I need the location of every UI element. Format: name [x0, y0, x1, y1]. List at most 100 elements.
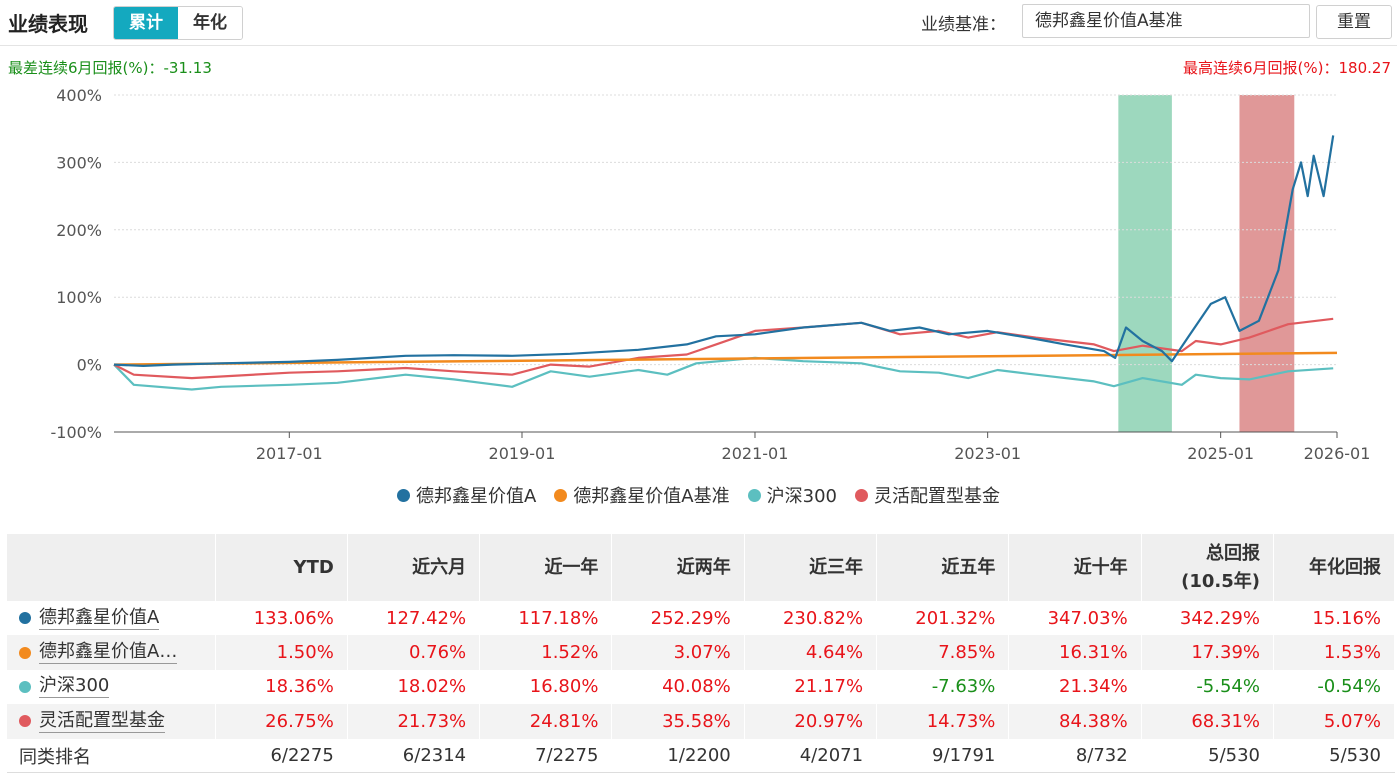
legend-dot-icon — [554, 488, 568, 502]
table-cell: 20.97% — [744, 704, 878, 739]
series-line-hs300 — [113, 356, 1334, 391]
reset-button[interactable]: 重置 — [1316, 5, 1392, 39]
header-bar: 业绩表现 累计 年化 业绩基准： 德邦鑫星价值A基准 重置 — [0, 0, 1397, 46]
table-cell: 342.29% — [1141, 601, 1275, 636]
table-cell: 133.06% — [215, 601, 348, 636]
table-cell: 252.29% — [611, 601, 745, 636]
table-cell: 117.18% — [479, 601, 613, 636]
row-name-link[interactable]: 灵活配置型基金 — [39, 709, 165, 733]
table-cell: 4.64% — [744, 635, 878, 670]
worst-6m-return: 最差连续6月回报(%)：-31.13 — [8, 57, 212, 78]
performance-table: YTD 近六月 近一年 近两年 近三年 近五年 近十年 总回报 (10.5年) 年化回报 德邦鑫星… — [7, 534, 1395, 774]
table-cell: 16.31% — [1008, 635, 1142, 670]
table-cell: 21.34% — [1008, 669, 1142, 705]
table-cell: 15.16% — [1273, 601, 1395, 636]
table-cell: 16.80% — [479, 669, 613, 705]
best-6m-return: 最高连续6月回报(%)：180.27 — [1183, 57, 1391, 78]
legend-dot-icon — [396, 488, 410, 502]
table-row: 德邦鑫星价值A… 1.50% 0.76% 1.52% 3.07% 4.64% 7.85% 16… — [7, 635, 1395, 670]
mode-toggle[interactable]: 累计 年化 — [113, 6, 243, 40]
series-line-fund — [113, 135, 1335, 367]
table-cell: 21.17% — [744, 669, 878, 705]
series-line-benchmark — [113, 351, 1338, 366]
y-tick-label: 400% — [56, 86, 102, 105]
worst-6m-value: -31.13 — [163, 59, 212, 77]
column-header: 近五年 — [876, 534, 1010, 601]
table-cell: 35.58% — [611, 704, 745, 739]
y-tick-label: 300% — [56, 153, 102, 172]
table-row: 德邦鑫星价值A 133.06% 127.42% 117.18% 252.29% 230.8… — [7, 601, 1395, 636]
column-header: 近一年 — [479, 534, 613, 601]
table-cell: 201.32% — [876, 601, 1010, 636]
legend-item[interactable]: 德邦鑫星价值A基准 — [554, 482, 730, 508]
table-cell: 1.53% — [1273, 635, 1395, 670]
worst-period-band — [1118, 95, 1172, 432]
legend-label: 德邦鑫星价值A — [415, 486, 537, 507]
table-cell: 18.02% — [347, 669, 481, 705]
table-cell: 6/2314 — [347, 738, 481, 774]
table-cell: -0.54% — [1273, 669, 1395, 705]
table-row: 沪深300 18.36% 18.02% 16.80% 40.08% 21.17% -7.63… — [7, 669, 1395, 705]
row-name-cell: 德邦鑫星价值A… — [7, 635, 216, 670]
best-6m-label: 最高连续6月回报(%)： — [1182, 59, 1339, 77]
table-cell: -7.63% — [876, 669, 1010, 705]
x-tick-label: 2023-01 — [954, 444, 1021, 463]
row-name-link[interactable]: 沪深300 — [39, 675, 110, 699]
row-name-link[interactable]: 德邦鑫星价值A… — [39, 641, 178, 665]
x-tick-label: 2019-01 — [489, 444, 556, 463]
table-cell: 4/2071 — [744, 738, 878, 774]
performance-chart: -100% 0% 100% 200% 300% 400% 2017-01 2019-01 202… — [50, 86, 1371, 463]
table-cell: 8/732 — [1008, 738, 1142, 774]
x-tick-label: 2025-01 — [1187, 444, 1254, 463]
column-header: 年化回报 — [1273, 534, 1395, 601]
table-cell: 1.52% — [479, 635, 613, 670]
best-period-band — [1239, 95, 1295, 432]
row-name-cell: 同类排名 — [7, 738, 216, 774]
column-header: YTD — [215, 534, 348, 601]
y-tick-label: 100% — [56, 288, 102, 307]
legend-label: 德邦鑫星价值A基准 — [573, 486, 730, 507]
x-tick-label: 2017-01 — [256, 444, 323, 463]
table-cell: -5.54% — [1141, 669, 1275, 705]
column-header — [7, 534, 216, 601]
chart-legend: 德邦鑫星价值A 德邦鑫星价值A基准 沪深300 灵活配置型基金 — [0, 482, 1397, 508]
legend-item[interactable]: 德邦鑫星价值A — [396, 482, 537, 508]
table-cell: 7/2275 — [479, 738, 613, 774]
worst-6m-label: 最差连续6月回报(%)： — [8, 59, 164, 77]
series-dot-icon — [19, 646, 31, 659]
legend-item[interactable]: 沪深300 — [747, 482, 837, 508]
table-cell: 68.31% — [1141, 704, 1275, 739]
table-cell: 5/530 — [1141, 738, 1275, 774]
y-tick-label: -100% — [50, 423, 102, 442]
row-name-label: 同类排名 — [19, 746, 91, 768]
table-cell: 18.36% — [215, 669, 348, 705]
x-tick-label: 2026-01 — [1304, 444, 1371, 463]
table-cell: 21.73% — [347, 704, 481, 739]
best-6m-value: 180.27 — [1338, 59, 1392, 77]
tab-cumulative[interactable]: 累计 — [114, 7, 178, 39]
row-name-link[interactable]: 德邦鑫星价值A — [39, 606, 160, 630]
row-name-cell: 德邦鑫星价值A — [7, 601, 216, 636]
legend-label: 沪深300 — [766, 486, 837, 507]
legend-label: 灵活配置型基金 — [874, 486, 1000, 507]
table-cell: 127.42% — [347, 601, 481, 636]
tab-annualized[interactable]: 年化 — [178, 7, 242, 39]
table-cell: 230.82% — [744, 601, 878, 636]
table-header-row: YTD 近六月 近一年 近两年 近三年 近五年 近十年 总回报 (10.5年) 年化回报 — [7, 534, 1395, 601]
x-tick-label: 2021-01 — [722, 444, 789, 463]
legend-item[interactable]: 灵活配置型基金 — [855, 482, 1000, 508]
column-header: 近六月 — [347, 534, 481, 601]
row-name-cell: 沪深300 — [7, 669, 216, 705]
column-header: 近十年 — [1008, 534, 1142, 601]
row-name-cell: 灵活配置型基金 — [7, 704, 216, 739]
table-cell: 24.81% — [479, 704, 613, 739]
column-header: 近两年 — [611, 534, 745, 601]
page-title: 业绩表现 — [8, 12, 88, 36]
series-dot-icon — [19, 680, 31, 693]
table-cell: 3.07% — [611, 635, 745, 670]
table-cell: 26.75% — [215, 704, 348, 739]
table-cell: 1/2200 — [611, 738, 745, 774]
legend-dot-icon — [855, 488, 868, 502]
benchmark-input[interactable]: 德邦鑫星价值A基准 — [1022, 4, 1310, 38]
table-cell: 5.07% — [1273, 704, 1395, 739]
